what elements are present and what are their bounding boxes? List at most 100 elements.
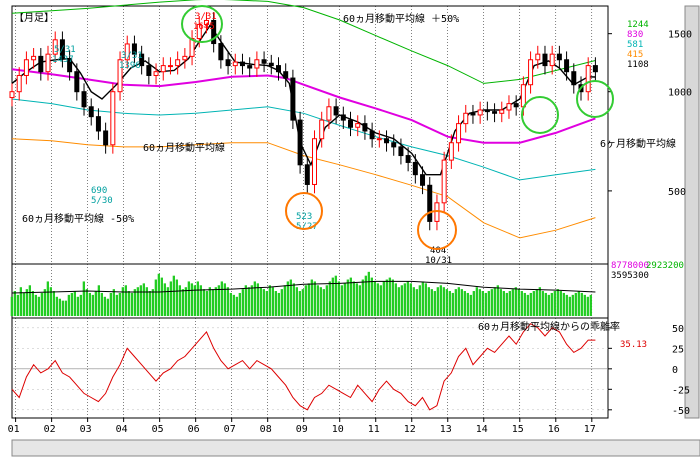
x-tick-label: 08 [260,424,272,435]
volume-bar [475,287,478,316]
label-ma60: 60ヵ月移動平均線 [143,141,225,154]
volume-bar [502,291,505,316]
x-tick-label: 03 [80,424,92,435]
volume-bar [115,294,118,316]
series-line-plus50 [11,0,596,84]
volume-bar [25,289,28,316]
volume-bar [520,291,523,316]
volume-bar [88,292,91,316]
volume-bar [112,289,115,316]
volume-bar [532,291,535,316]
x-tick-label: 11 [368,424,380,435]
volume-bar [559,291,562,316]
volume-bar [109,292,112,316]
volume-bar [589,294,592,316]
volume-bar [163,283,166,316]
volume-bar [481,291,484,316]
candle-body [412,161,418,176]
legend-value-volume: 8778000 [611,261,649,271]
candle-body [131,43,137,55]
y-axis-ticks: 1500 1000 500 50 25 0 -25 -50 [608,30,692,417]
label-ma6: 6ヶ月移動平均線 [600,137,676,150]
volume-bar [91,294,94,316]
volume-bar [244,285,247,316]
price-y-tick-label: 1000 [668,88,692,99]
volume-bar [82,281,85,316]
volume-bar [166,287,169,316]
deviation-y-tick-label: -50 [672,406,690,417]
volume-bar [340,285,343,316]
volume-bar [355,283,358,316]
volume-bar [31,291,34,316]
volume-bar [391,279,394,316]
candle-body [456,123,462,144]
volume-bar [274,291,277,316]
right-scrollbar-track[interactable] [684,5,700,419]
deviation-y-tick-label: 50 [672,324,684,335]
volume-bar [85,289,88,316]
x-tick-label: 07 [224,424,236,435]
volume-bar [79,294,82,316]
volume-bar [235,296,238,316]
volume-bar [316,285,319,316]
candle-body [59,39,65,60]
volume-bar [268,285,271,316]
volume-bar [397,287,400,316]
peak1-value: 1437 [52,55,74,65]
volume-bar [586,296,589,316]
volume-bar [283,285,286,316]
volume-average-line [11,280,596,294]
candle-body [326,106,332,121]
volume-bar [328,281,331,316]
candle-body [434,202,440,222]
x-tick-label: 04 [116,424,128,435]
volume-bar [583,294,586,316]
volume-bar [136,287,139,316]
volume-bar [265,291,268,316]
volume-bar [334,275,337,316]
peak3-date: 3/31 [195,12,217,22]
price-candles [9,12,598,231]
candle-body [9,91,15,99]
volume-bar [325,285,328,316]
candle-body [67,58,73,73]
volume-bar [487,291,490,316]
volume-bar [199,285,202,316]
candle-body [124,43,130,61]
candle-body [182,55,188,61]
volume-bar [412,287,415,316]
highlight-circle-2012-trough [417,210,457,250]
series-line-minus50 [11,138,596,239]
volume-bar [256,283,259,316]
candle-body [535,53,541,61]
volume-bar [451,292,454,316]
volume-bar [103,296,106,316]
volume-bar [406,281,409,316]
volume-bar [544,292,547,316]
x-tick-label: 09 [296,424,308,435]
volume-bar [271,287,274,316]
volume-bar [232,294,235,316]
volume-bar [214,287,217,316]
candle-body [585,65,591,93]
volume-bar [571,294,574,316]
candle-body [268,62,274,67]
volume-bar [301,289,304,316]
volume-bar [424,283,427,316]
volume-bar [202,289,205,316]
volume-bar [52,291,55,316]
bottom-scrollbar-track[interactable] [11,439,700,457]
candle-body [218,43,224,61]
candle-body [247,65,253,69]
x-tick-label: 05 [152,424,164,435]
volume-bar [346,279,349,316]
volume-bar [373,281,376,316]
legend-value-price: 415 [627,50,643,60]
volume-bar [277,292,280,316]
candle-body [52,39,58,55]
highlight-circle-2017-peak [576,80,614,118]
volume-bar [448,291,451,316]
x-tick-label: 01 [8,424,20,435]
candle-body [16,74,22,93]
candle-body [376,138,382,141]
